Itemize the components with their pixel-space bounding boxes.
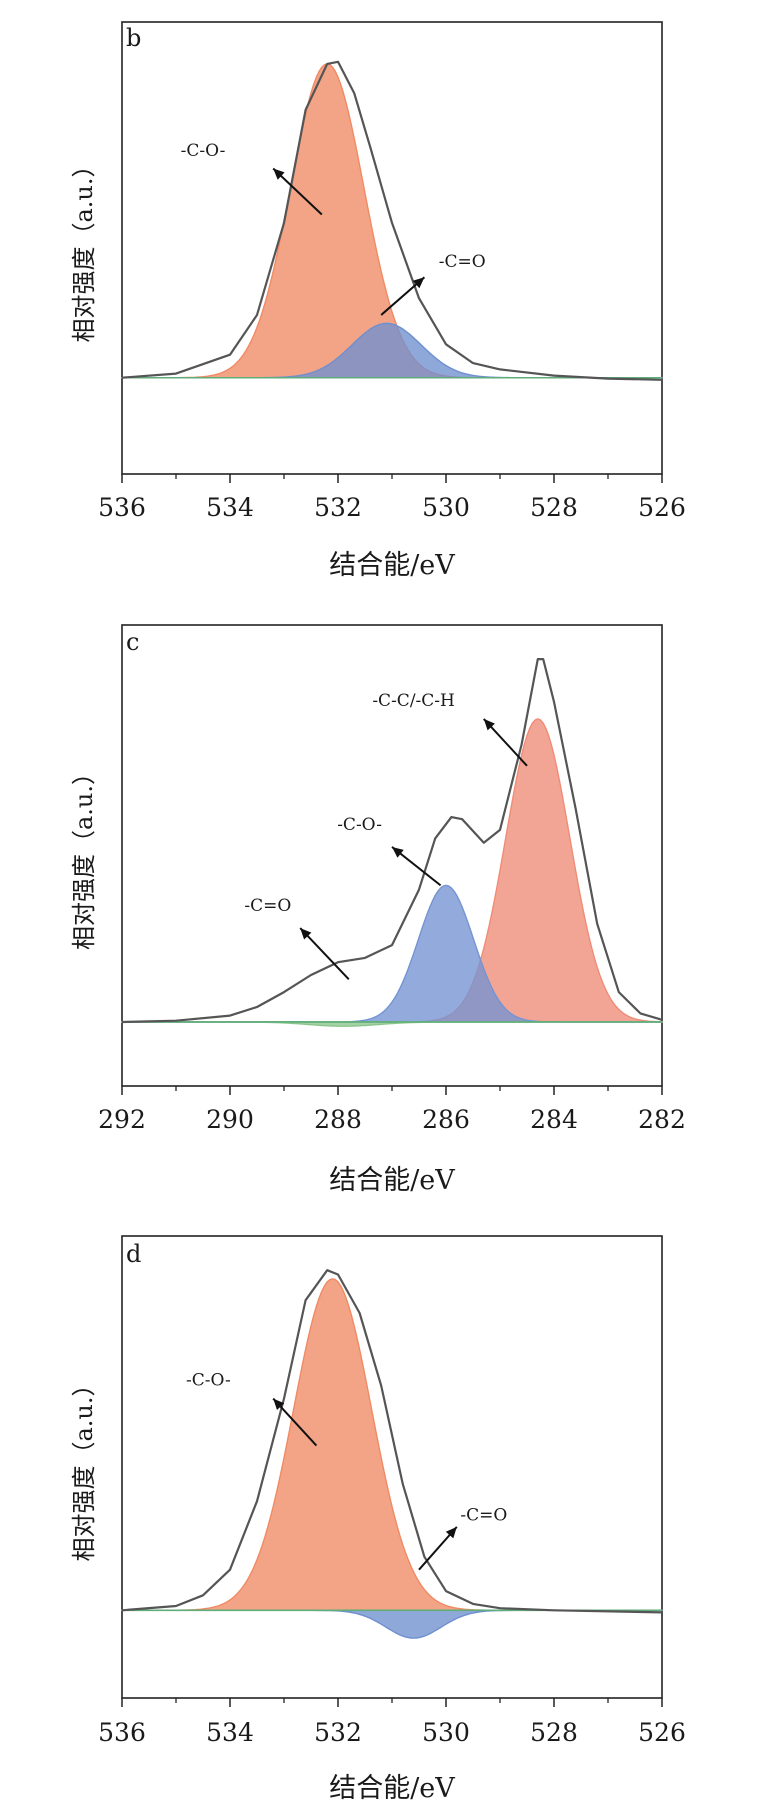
peak-annotation-label: -C=O — [460, 1505, 507, 1525]
fit-peak-1 — [121, 718, 663, 1023]
peak-annotation-label: -C=O — [439, 252, 486, 272]
x-tick-label: 286 — [422, 1105, 470, 1134]
x-tick-label: 534 — [206, 1718, 254, 1747]
x-axis-label: 结合能/eV — [329, 550, 455, 581]
x-tick-label: 526 — [638, 493, 686, 522]
peak-annotation-label: -C-O- — [186, 1371, 231, 1391]
x-tick-label: 282 — [638, 1105, 686, 1134]
x-tick-label: 290 — [206, 1105, 254, 1134]
envelope-line — [121, 1269, 663, 1614]
y-axis-label: 相对强度（a.u.） — [70, 761, 98, 950]
fit-peak-2 — [121, 322, 663, 379]
x-tick-label: 292 — [98, 1105, 146, 1134]
x-tick-label: 284 — [530, 1105, 578, 1134]
y-axis-label: 相对强度（a.u.） — [70, 1372, 98, 1561]
x-tick-label: 528 — [530, 493, 578, 522]
x-tick-label: 532 — [314, 493, 362, 522]
panel-d: 536 534 532 530 528 526 结合能/eV 相对强度（a.u.） d -C-O-… — [70, 1235, 686, 1804]
x-tick-label: 530 — [422, 1718, 470, 1747]
fit-peak-1 — [121, 1278, 663, 1612]
peak-annotation-label: -C-C/-C-H — [372, 691, 455, 711]
fit-peak-2 — [121, 1609, 663, 1639]
x-axis-label: 结合能/eV — [329, 1773, 455, 1804]
x-tick-label: 528 — [530, 1718, 578, 1747]
panel-label: c — [126, 628, 139, 656]
x-tick-label: 536 — [98, 493, 146, 522]
x-tick-label: 530 — [422, 493, 470, 522]
annotation-arrow — [272, 167, 323, 216]
x-axis-label: 结合能/eV — [329, 1165, 455, 1196]
panel-label: d — [126, 1240, 141, 1268]
peak-annotation-label: -C=O — [244, 896, 291, 916]
peak-annotation-label: -C-O- — [181, 141, 226, 161]
annotation-arrow — [299, 927, 350, 980]
envelope-line — [121, 658, 663, 1024]
annotation-arrowhead — [445, 1526, 457, 1539]
annotation-arrowhead — [273, 168, 285, 180]
x-tick-label: 526 — [638, 1718, 686, 1747]
x-tick-label: 288 — [314, 1105, 362, 1134]
plot-frame — [121, 21, 663, 475]
x-tick-label: 536 — [98, 1718, 146, 1747]
annotation-arrowhead — [483, 718, 495, 731]
annotation-arrowhead — [412, 277, 425, 289]
x-tick-label: 532 — [314, 1718, 362, 1747]
panel-b: 536 534 532 530 528 526 结合能/eV 相对强度（a.u.） b -C-O-… — [70, 21, 686, 581]
annotation-arrowhead — [273, 1398, 285, 1410]
peak-annotation-label: -C-O- — [337, 815, 382, 835]
annotation-arrowhead — [392, 847, 404, 858]
annotation-arrowhead — [300, 928, 312, 940]
panel-c: 292 290 288 286 284 282 结合能/eV 相对强度（a.u.） c -C-C/… — [70, 624, 686, 1196]
envelope-line — [121, 60, 663, 381]
panel-label: b — [126, 24, 141, 52]
x-tick-label: 534 — [206, 493, 254, 522]
y-axis-label: 相对强度（a.u.） — [70, 153, 98, 342]
